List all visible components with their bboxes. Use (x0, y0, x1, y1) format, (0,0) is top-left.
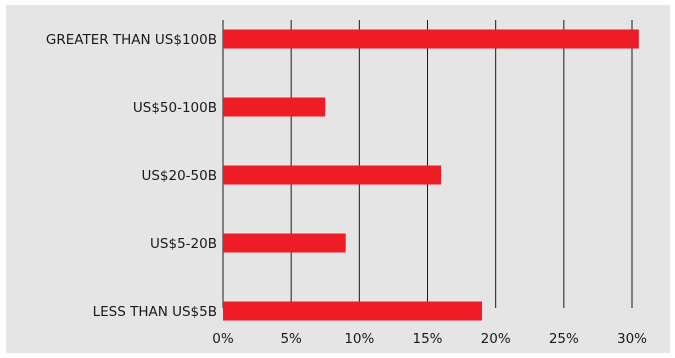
x-tick-label-0: 0% (212, 331, 234, 347)
x-tick-label-20: 20% (481, 331, 511, 347)
x-tick-label-5: 5% (280, 331, 302, 347)
bar-less-than-us-5b (223, 301, 483, 321)
bar-greater-than-us-100b (223, 29, 639, 49)
bar-us-5-20b (223, 233, 346, 253)
bar-layer (223, 29, 639, 321)
category-label-us-50-100b: US$50-100B (133, 100, 217, 116)
x-tick-label-15: 15% (412, 331, 442, 347)
category-label-less-than-us-5b: LESS THAN US$5B (93, 304, 217, 320)
bar-us-20-50b (223, 165, 442, 185)
x-tick-label-10: 10% (344, 331, 374, 347)
category-label-greater-than-us-100b: GREATER THAN US$100B (46, 32, 217, 48)
tick-label-layer: 0% 5% 10% 15% 20% 25% 30% (212, 331, 647, 347)
bar-chart: GREATER THAN US$100B US$50-100B US$20-50B U… (46, 20, 647, 347)
grid-layer (222, 20, 633, 308)
x-tick-label-25: 25% (549, 331, 579, 347)
category-label-us-5-20b: US$5-20B (150, 236, 217, 252)
chart-panel: GREATER THAN US$100B US$50-100B US$20-50B U… (6, 5, 670, 353)
x-tick-label-30: 30% (617, 331, 647, 347)
category-label-layer: GREATER THAN US$100B US$50-100B US$20-50B U… (46, 32, 217, 320)
category-label-us-20-50b: US$20-50B (141, 168, 217, 184)
bar-us-50-100b (223, 97, 326, 117)
